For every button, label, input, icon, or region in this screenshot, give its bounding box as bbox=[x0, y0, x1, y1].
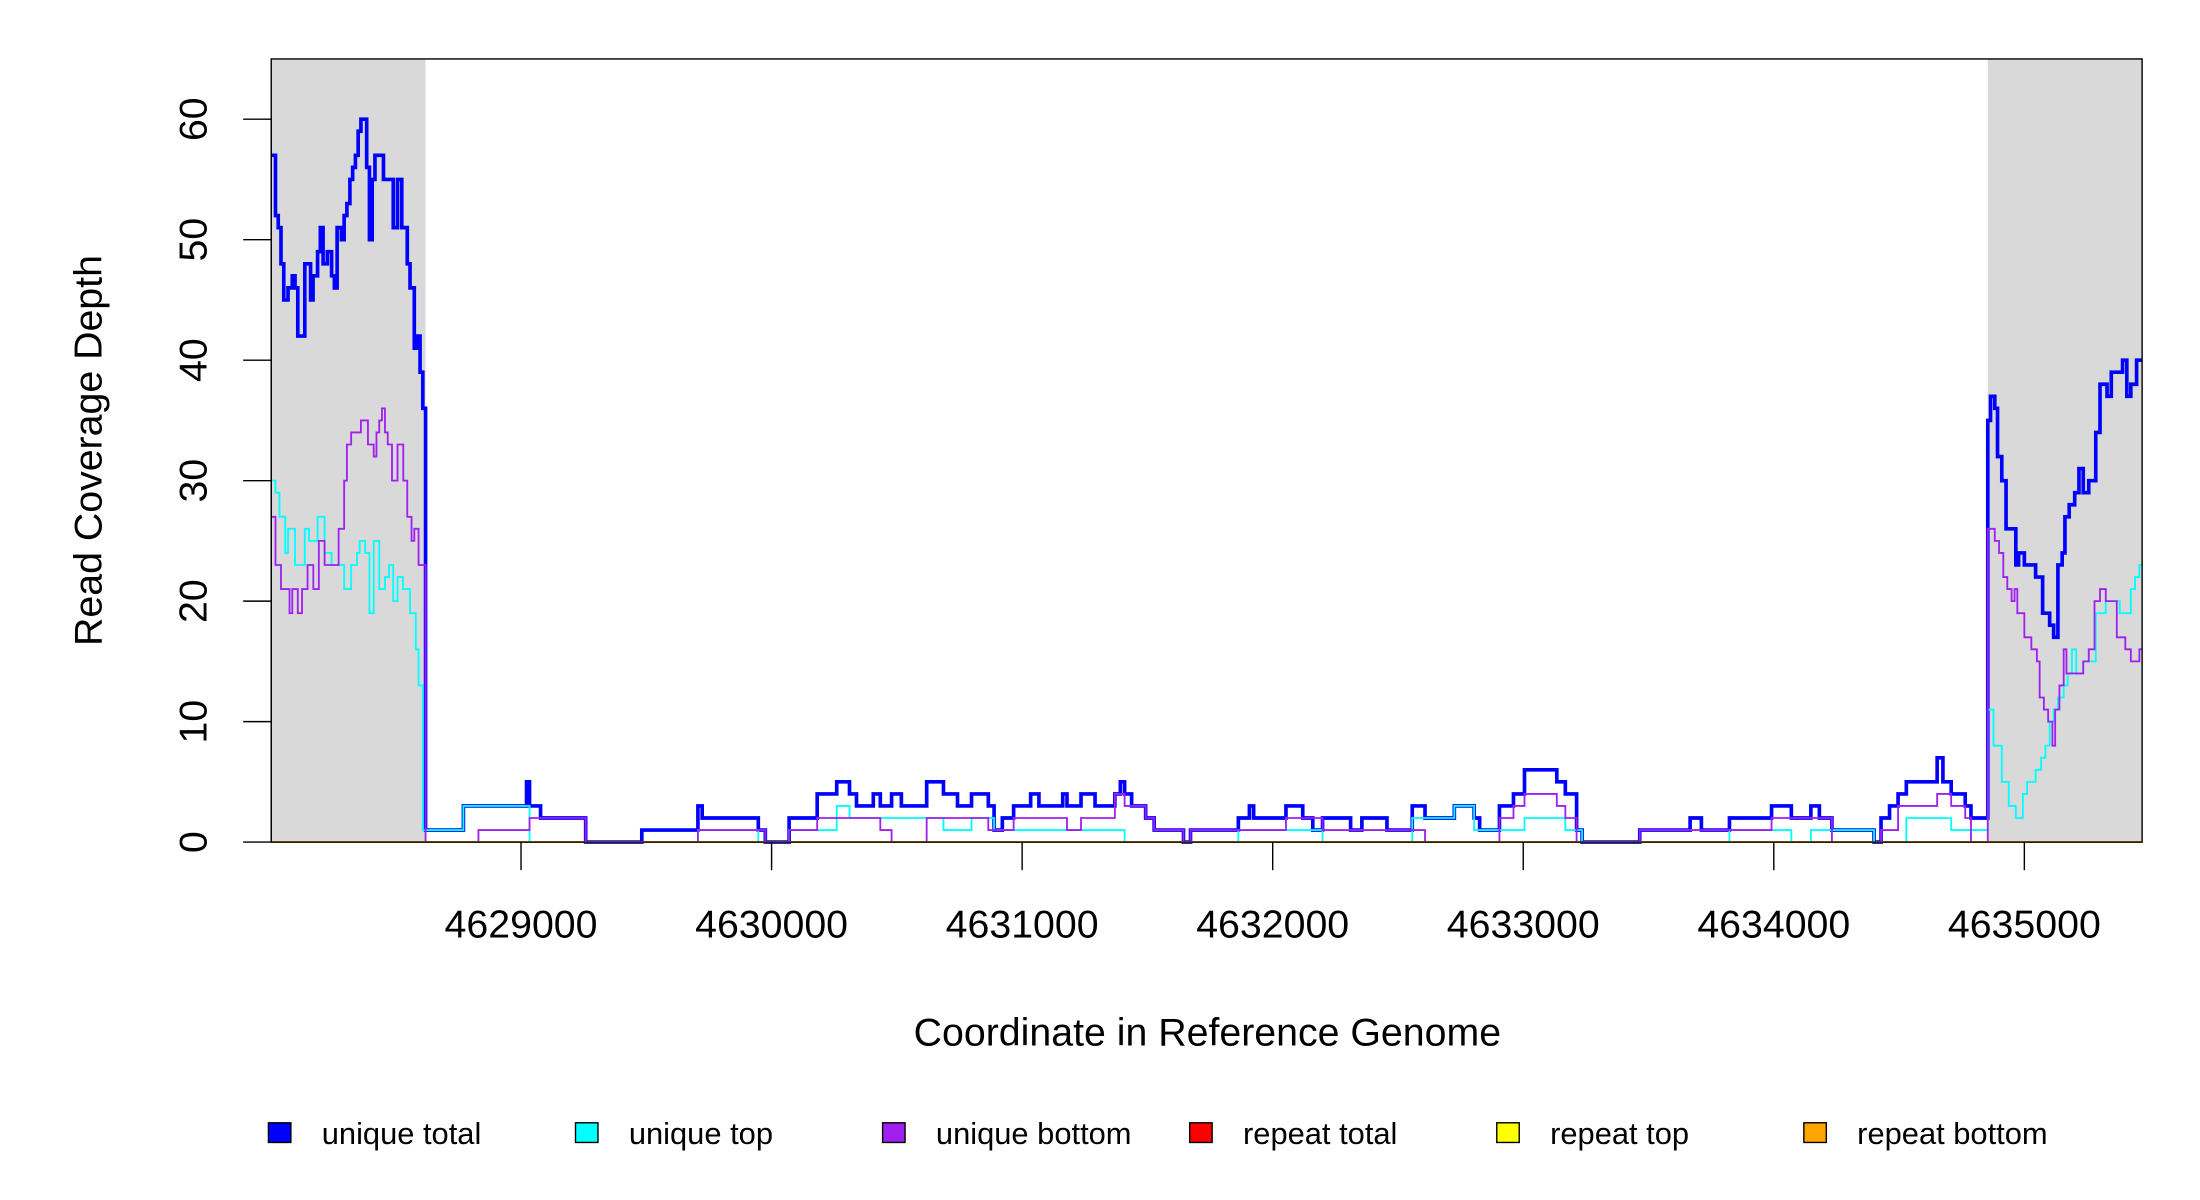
legend-label: unique bottom bbox=[936, 1116, 1132, 1151]
plot-frame bbox=[270, 58, 2143, 843]
x-tick-label: 4631000 bbox=[946, 903, 1099, 947]
x-axis: 4629000 4630000 4631000 4632000 4633000 46340… bbox=[445, 842, 2101, 947]
y-tick-label: 40 bbox=[172, 338, 216, 382]
legend-swatch bbox=[881, 1122, 906, 1144]
legend-swatch bbox=[1188, 1122, 1213, 1144]
legend-item: repeat total bbox=[1188, 1116, 1397, 1151]
x-tick-label: 4632000 bbox=[1196, 903, 1349, 947]
x-tick-label: 4634000 bbox=[1697, 903, 1850, 947]
x-tick-label: 4635000 bbox=[1948, 903, 2101, 947]
x-tick-label: 4630000 bbox=[695, 903, 848, 947]
x-tick-label: 4633000 bbox=[1447, 903, 1600, 947]
y-axis: 0 10 20 30 40 50 60 bbox=[172, 97, 272, 853]
shaded-regions bbox=[271, 58, 2143, 843]
series-unique-top bbox=[271, 479, 2143, 844]
y-tick-label: 30 bbox=[172, 459, 216, 503]
series-unique-bottom bbox=[271, 407, 2143, 844]
legend-item: unique total bbox=[267, 1116, 482, 1151]
legend-swatch bbox=[267, 1122, 292, 1144]
legend-label: repeat bottom bbox=[1857, 1116, 2047, 1151]
legend-item: unique top bbox=[574, 1116, 773, 1151]
legend-item: repeat bottom bbox=[1803, 1116, 2048, 1151]
legend-swatch bbox=[574, 1122, 599, 1144]
y-tick-label: 10 bbox=[172, 700, 216, 744]
series-unique-total bbox=[271, 117, 2143, 844]
y-tick-label: 0 bbox=[172, 831, 216, 853]
legend-item: unique bottom bbox=[881, 1116, 1132, 1151]
y-tick-label: 60 bbox=[172, 97, 216, 141]
legend-label: unique top bbox=[629, 1116, 773, 1151]
y-tick-label: 20 bbox=[172, 579, 216, 623]
legend-swatch bbox=[1803, 1122, 1828, 1144]
legend-label: unique total bbox=[322, 1116, 482, 1151]
legend-label: repeat total bbox=[1243, 1116, 1397, 1151]
x-tick-label: 4629000 bbox=[445, 903, 598, 947]
x-axis-title: Coordinate in Reference Genome bbox=[914, 1011, 1501, 1055]
y-tick-label: 50 bbox=[172, 218, 216, 262]
legend-label: repeat top bbox=[1550, 1116, 1689, 1151]
legend-item: repeat top bbox=[1496, 1116, 1689, 1151]
legend: unique total unique top unique bottom repea… bbox=[267, 1116, 2048, 1151]
legend-swatch bbox=[1496, 1122, 1520, 1144]
y-axis-title: Read Coverage Depth bbox=[66, 255, 110, 646]
shaded-region-1 bbox=[1987, 58, 2143, 843]
series-lines bbox=[271, 117, 2143, 844]
